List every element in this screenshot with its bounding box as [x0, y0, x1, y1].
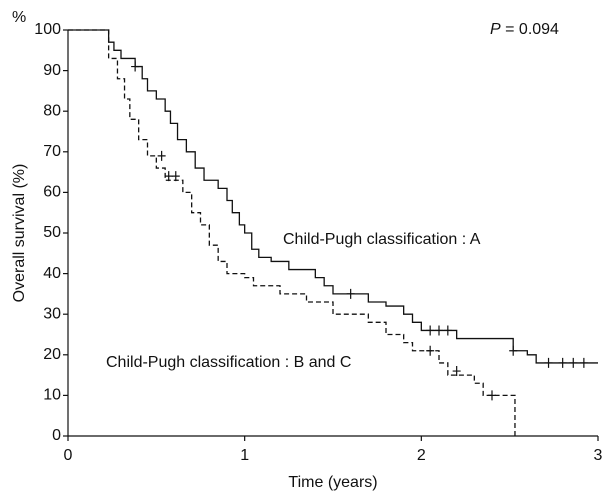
x-axis-label: Time (years) [288, 474, 377, 491]
censor-mark [435, 325, 443, 336]
series-label: Child-Pugh classification : B and C [106, 354, 351, 371]
y-tick-label: 10 [43, 387, 61, 404]
censor-mark [452, 366, 461, 377]
censor-mark [509, 345, 518, 356]
survival-curve [68, 29, 598, 364]
censor-mark [558, 357, 567, 368]
censor-mark [157, 150, 166, 161]
x-tick-label: 2 [417, 447, 426, 464]
y-tick-label: 30 [43, 305, 61, 322]
censor-mark [426, 345, 435, 356]
x-tick-label: 3 [594, 447, 603, 464]
y-tick-label: 60 [43, 184, 61, 201]
censor-mark [426, 325, 435, 336]
censor-mark [544, 357, 553, 368]
y-tick-label: 90 [43, 62, 61, 79]
censor-mark [443, 325, 452, 336]
censor-mark [346, 288, 355, 299]
y-tick-label: 20 [43, 346, 61, 363]
censor-mark [488, 390, 496, 401]
y-tick-label: 0 [52, 427, 61, 444]
p-value: P = 0.094 [490, 21, 559, 38]
y-tick-label: 100 [34, 21, 61, 38]
p-number: = 0.094 [505, 21, 559, 38]
x-tick-label: 0 [64, 447, 73, 464]
y-tick-label: 40 [43, 265, 61, 282]
series-label: Child-Pugh classification : A [283, 231, 481, 248]
censor-mark [171, 171, 180, 182]
censor-mark [164, 171, 173, 182]
y-axis-label: Overall survival (%) [11, 164, 28, 303]
censor-mark [131, 61, 140, 72]
unit-label: % [12, 9, 26, 26]
y-tick-label: 50 [43, 224, 61, 241]
y-tick-label: 80 [43, 102, 61, 119]
censor-mark [579, 357, 588, 368]
p-label: P [490, 21, 501, 38]
y-tick-label: 70 [43, 143, 61, 160]
censor-mark [569, 357, 578, 368]
x-tick-label: 1 [240, 447, 249, 464]
